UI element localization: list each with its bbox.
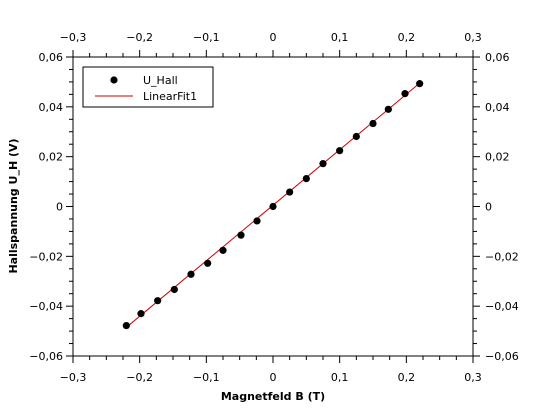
data-point [204,259,212,267]
data-point [219,246,227,254]
y-tick-label-right: −0,06 [485,350,519,363]
x-tick-label-top: 0,3 [464,31,482,44]
legend-label-linear-fit: LinearFit1 [143,90,197,103]
y-tick-label-left: −0,04 [29,300,63,313]
data-point [122,322,130,330]
data-point [416,80,424,88]
data-point [253,217,261,225]
y-tick-label-right: 0,06 [485,51,510,64]
y-tick-label-left: 0,06 [39,51,64,64]
y-tick-label-left: −0,06 [29,350,63,363]
x-tick-label-bottom: −0,2 [126,371,153,384]
y-tick-label-left: −0,02 [29,250,63,263]
x-tick-label-bottom: −0,1 [193,371,220,384]
y-tick-label-right: −0,02 [485,250,519,263]
x-tick-label-bottom: 0,3 [464,371,482,384]
data-point [336,147,344,155]
data-point [269,202,277,211]
y-axis-title: Hallspannung U_H (V) [7,138,20,273]
x-tick-label-bottom: −0,3 [60,371,87,384]
x-tick-label-top: −0,3 [60,31,87,44]
data-point [286,188,294,196]
legend-marker-u-hall [110,76,118,84]
y-tick-label-left: 0,04 [39,101,64,114]
data-point [187,270,195,278]
data-point [237,231,245,239]
data-point [137,310,145,318]
y-tick-label-left: 0,02 [39,151,64,164]
x-tick-label-bottom: 0,1 [331,371,349,384]
legend: U_Hall LinearFit1 [82,66,214,108]
y-tick-label-right: 0,02 [485,151,510,164]
data-point [384,105,392,113]
data-point [170,285,178,294]
y-tick-label-right: 0 [485,201,492,214]
axis-ticks [66,50,480,363]
x-tick-label-top: −0,2 [126,31,153,44]
data-point [352,132,360,141]
x-tick-label-top: −0,1 [193,31,220,44]
legend-label-u-hall: U_Hall [143,74,178,87]
data-points-layer [122,80,424,330]
x-tick-label-top: 0,1 [331,31,349,44]
data-point [302,174,310,183]
x-axis-title: Magnetfeld B (T) [221,390,325,403]
legend-box [82,66,214,108]
axis-tick-labels: −0,3 −0,3 −0,2 −0,2 −0,1 −0,1 0 0 0,1 0,1 0,2 0,2 0,… [29,31,518,384]
data-point [369,119,377,128]
y-tick-label-left: 0 [56,201,63,214]
data-point [401,90,409,98]
x-tick-label-bottom: 0 [270,371,277,384]
y-tick-label-right: 0,04 [485,101,510,114]
x-tick-label-top: 0,2 [398,31,416,44]
x-tick-label-top: 0 [270,31,277,44]
x-tick-label-bottom: 0,2 [398,371,416,384]
y-tick-label-right: −0,04 [485,300,519,313]
data-point [154,297,162,305]
data-point [319,160,327,168]
